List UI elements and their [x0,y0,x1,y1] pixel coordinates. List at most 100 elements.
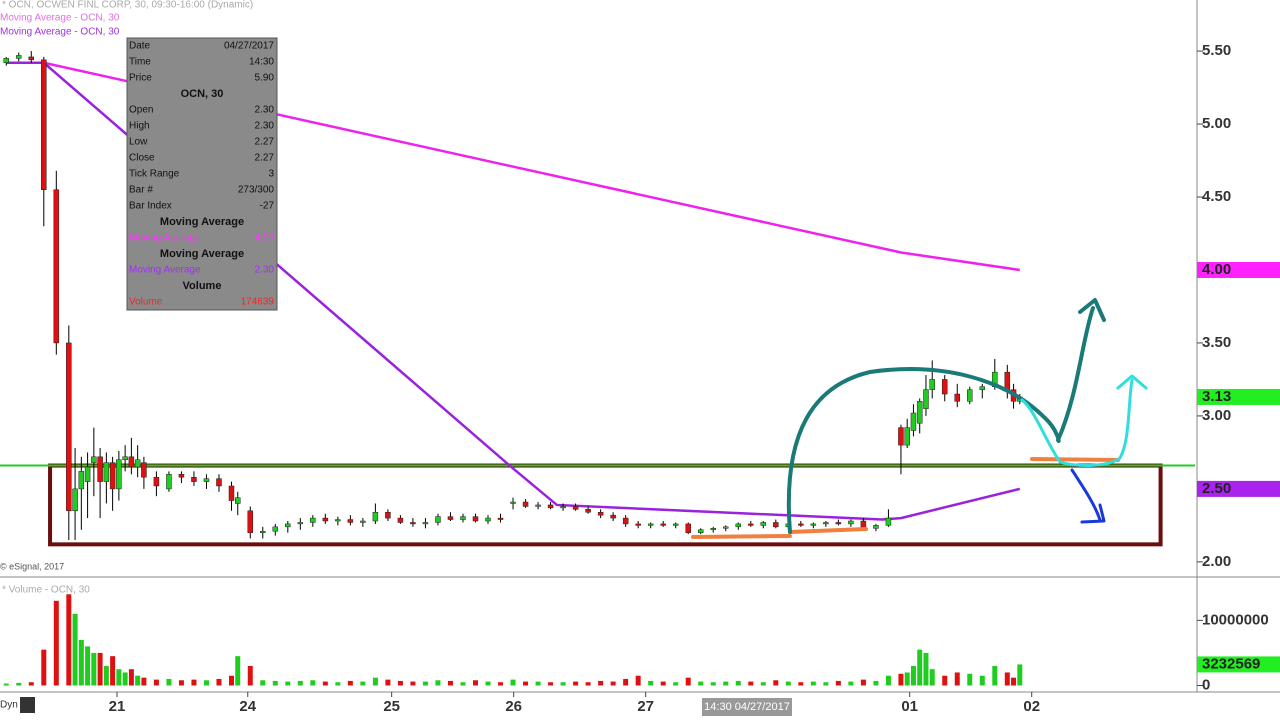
volume-tag [1197,656,1280,673]
volume-bar [128,669,134,686]
candle-body [128,456,135,468]
candle-body [16,55,22,59]
volume-bar [823,682,829,686]
volume-bar [967,673,973,686]
candle-body [435,516,441,523]
volume-bar [635,675,641,686]
candle-body [522,501,529,507]
data-window-label: Tick Range [129,169,180,180]
candle-body [97,456,103,482]
candle-body [109,462,116,490]
volume-bar [410,681,416,686]
candle-body [460,516,466,520]
data-window-value: 04/27/2017 [224,41,274,52]
volume-bar [178,680,184,686]
candle-body [28,56,35,61]
volume-bar [785,681,791,686]
candle-body [153,476,160,487]
volume-bar [235,656,241,686]
chart-title: * OCN, OCWEN FINL CORP, 30, 09:30-16:00 … [2,0,253,11]
y-tick-label: 4.50 [1202,188,1231,205]
volume-bar [228,675,234,686]
candle-body [141,462,147,478]
candle-body [735,523,742,528]
volume-bar [116,669,122,686]
volume-bar [698,681,704,686]
candle-body [216,478,222,487]
candle-body [397,517,404,523]
teal-arrow [786,306,1095,534]
volume-bar [97,652,103,686]
volume-bar [835,680,841,686]
candle-body [72,488,78,512]
candle-body [122,456,128,460]
volume-bar [347,680,353,686]
orange-mark [1030,457,1120,462]
volume-bar [1004,672,1010,686]
candle-body [697,529,704,533]
candle-body [91,456,97,463]
volume-bar [122,672,128,686]
candle-body [967,389,973,402]
volume-bar [585,682,591,686]
volume-bar [53,600,59,686]
candle-body [485,517,491,522]
data-window-value: 2.27 [255,153,275,164]
volume-bar [748,681,754,686]
data-window-value: 174639 [241,297,275,308]
candle-body [748,523,754,526]
volume-bar [798,682,804,686]
volume-bar [285,681,291,686]
volume-bar [91,652,97,686]
volume-bar [610,681,616,686]
volume-bar [623,678,629,686]
data-window-heading: Volume [183,280,222,292]
volume-bar [904,672,910,686]
candle-body [647,523,654,526]
candle-body [510,501,516,504]
candle-body [385,511,391,519]
crosshair-label: 14:30 04/27/2017 [704,701,790,713]
volume-bar [385,679,391,686]
volume-bar [523,681,529,686]
candle-body [622,517,629,525]
candle-body [723,526,729,529]
candle-body [941,379,948,395]
legend-entry: Moving Average - OCN, 30 [0,13,120,24]
volume-bar [216,678,222,686]
teal-arrowhead [1078,298,1106,322]
candle-body [873,525,879,529]
candle-body [560,506,566,509]
volume-bar [322,681,328,686]
x-tick-label: 02 [1023,698,1040,715]
volume-bar [28,682,34,686]
candle-body [954,393,961,402]
volume-bar [166,678,172,686]
volume-bar [929,669,935,686]
candle-body [848,520,854,525]
candle-body [228,485,235,501]
data-window-label: Bar Index [129,201,172,212]
candle-body [166,474,172,490]
volume-bar [485,681,491,686]
volume-bar [673,682,679,686]
data-window-value: 2.30 [255,265,275,276]
volume-bar [885,675,891,686]
candle-body [904,427,910,446]
volume-bar [548,682,554,686]
volume-bar [447,680,453,686]
volume-bar [923,652,929,686]
data-window-label: Price [129,73,152,84]
volume-bar [85,646,91,686]
candle-body [760,522,767,526]
candle-body [234,497,241,504]
volume-bar [1011,677,1017,686]
candle-body [1004,371,1011,390]
candle-body [585,509,591,513]
crosshair-box [702,698,792,716]
candle-body [710,528,716,531]
candle-body [885,517,892,526]
volume-bar [435,680,441,686]
volume-tag-label: 3232569 [1202,655,1260,672]
candle-body [203,478,210,482]
